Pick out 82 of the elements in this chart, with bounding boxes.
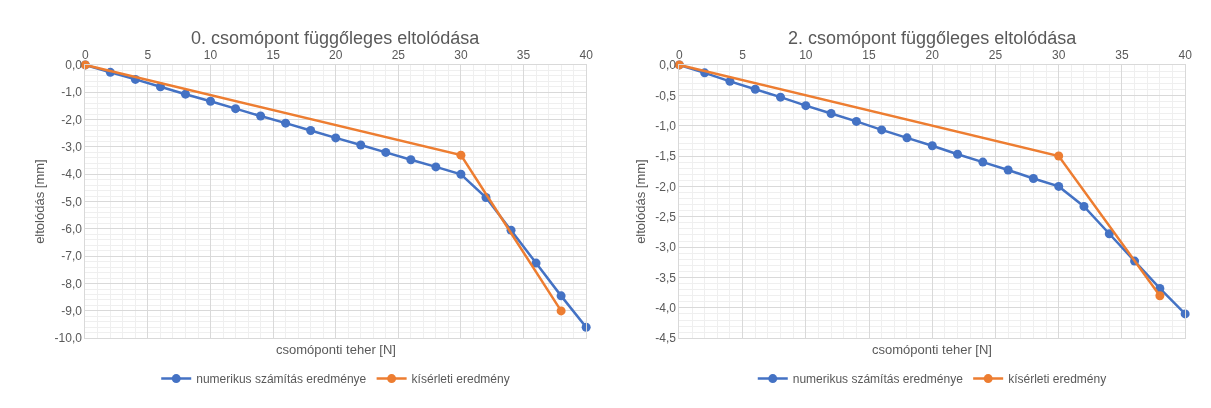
point: [206, 96, 216, 106]
point: [281, 118, 291, 128]
y-tick-label: -3,5: [655, 270, 677, 285]
point: [306, 126, 316, 136]
x-tick-label: 15: [266, 48, 281, 63]
x-tick-label: 25: [391, 48, 406, 63]
point: [456, 169, 466, 179]
x-axis-title: csomóponti teher [N]: [872, 342, 992, 357]
legend-label: kísérleti eredmény: [411, 372, 510, 387]
x-tick-label: 40: [579, 48, 594, 63]
x-axis-title: csomóponti teher [N]: [276, 342, 396, 357]
point: [877, 125, 887, 135]
point: [231, 104, 241, 114]
point: [902, 133, 912, 143]
point: [1028, 174, 1038, 184]
point: [1003, 165, 1013, 175]
y-tick-label: -3,0: [61, 140, 83, 155]
y-tick-label: -2,0: [61, 112, 83, 127]
point: [431, 162, 441, 172]
y-tick-label: -7,0: [61, 249, 83, 264]
point: [1054, 181, 1064, 191]
x-tick-label: 0: [81, 48, 89, 63]
x-tick-label: 30: [454, 48, 468, 63]
x-tick-label: 25: [988, 48, 1003, 63]
x-tick-label: 5: [144, 48, 152, 63]
y-axis-title: eltolódás [mm]: [32, 159, 48, 244]
y-tick-label: -1,0: [655, 118, 677, 133]
y-tick-label: -2,5: [655, 209, 677, 224]
y-tick-label: -9,0: [61, 304, 83, 319]
point: [456, 150, 466, 160]
chart-title: 2. csomópont függőleges eltolódása: [788, 28, 1078, 48]
point: [750, 84, 760, 94]
point: [556, 291, 566, 301]
x-tick-label: 10: [203, 48, 218, 63]
y-axis-title: eltolódás [mm]: [633, 159, 649, 244]
x-tick-label: 40: [1178, 48, 1193, 63]
y-tick-label: -2,0: [655, 179, 677, 194]
point: [1155, 291, 1165, 301]
point: [256, 111, 266, 121]
legend-label: kísérleti eredmény: [1008, 372, 1107, 387]
point: [531, 258, 541, 268]
x-tick-label: 15: [862, 48, 877, 63]
y-tick-label: 0,0: [659, 58, 677, 73]
point: [1079, 201, 1089, 211]
point: [406, 155, 416, 165]
y-tick-label: 0,0: [65, 58, 83, 73]
x-tick-label: 35: [1115, 48, 1129, 63]
y-tick-label: -1,0: [61, 85, 83, 100]
y-tick-label: -8,0: [61, 276, 83, 291]
point: [356, 140, 366, 150]
point: [851, 116, 861, 126]
point: [381, 147, 391, 157]
x-tick-label: 35: [516, 48, 531, 63]
point: [1104, 229, 1114, 239]
y-tick-label: -1,5: [655, 149, 677, 164]
x-tick-label: 20: [925, 48, 940, 63]
chart-title: 0. csomópont függőleges eltolódása: [191, 28, 481, 48]
point: [801, 101, 811, 111]
y-tick-label: -4,0: [61, 167, 83, 182]
point: [953, 149, 963, 159]
legend-label: numerikus számítás eredménye: [792, 372, 964, 387]
y-tick-label: -3,0: [655, 240, 677, 255]
point: [927, 141, 937, 151]
y-tick-label: -0,5: [655, 88, 677, 103]
x-tick-label: 20: [329, 48, 343, 63]
legend-label: numerikus számítás eredménye: [196, 372, 367, 387]
y-tick-label: -6,0: [61, 222, 83, 237]
y-tick-label: -10,0: [54, 331, 83, 346]
point: [331, 133, 341, 143]
x-tick-label: 0: [676, 48, 684, 63]
point: [826, 109, 836, 119]
x-tick-label: 5: [739, 48, 747, 63]
x-tick-label: 30: [1052, 48, 1066, 63]
x-tick-label: 10: [799, 48, 813, 63]
point: [978, 157, 988, 167]
point: [1054, 151, 1064, 161]
y-tick-label: -4,0: [655, 301, 677, 316]
point: [556, 306, 566, 316]
point: [776, 92, 786, 102]
y-tick-label: -5,0: [61, 194, 83, 209]
y-tick-label: -4,5: [655, 331, 677, 346]
point: [180, 89, 190, 99]
